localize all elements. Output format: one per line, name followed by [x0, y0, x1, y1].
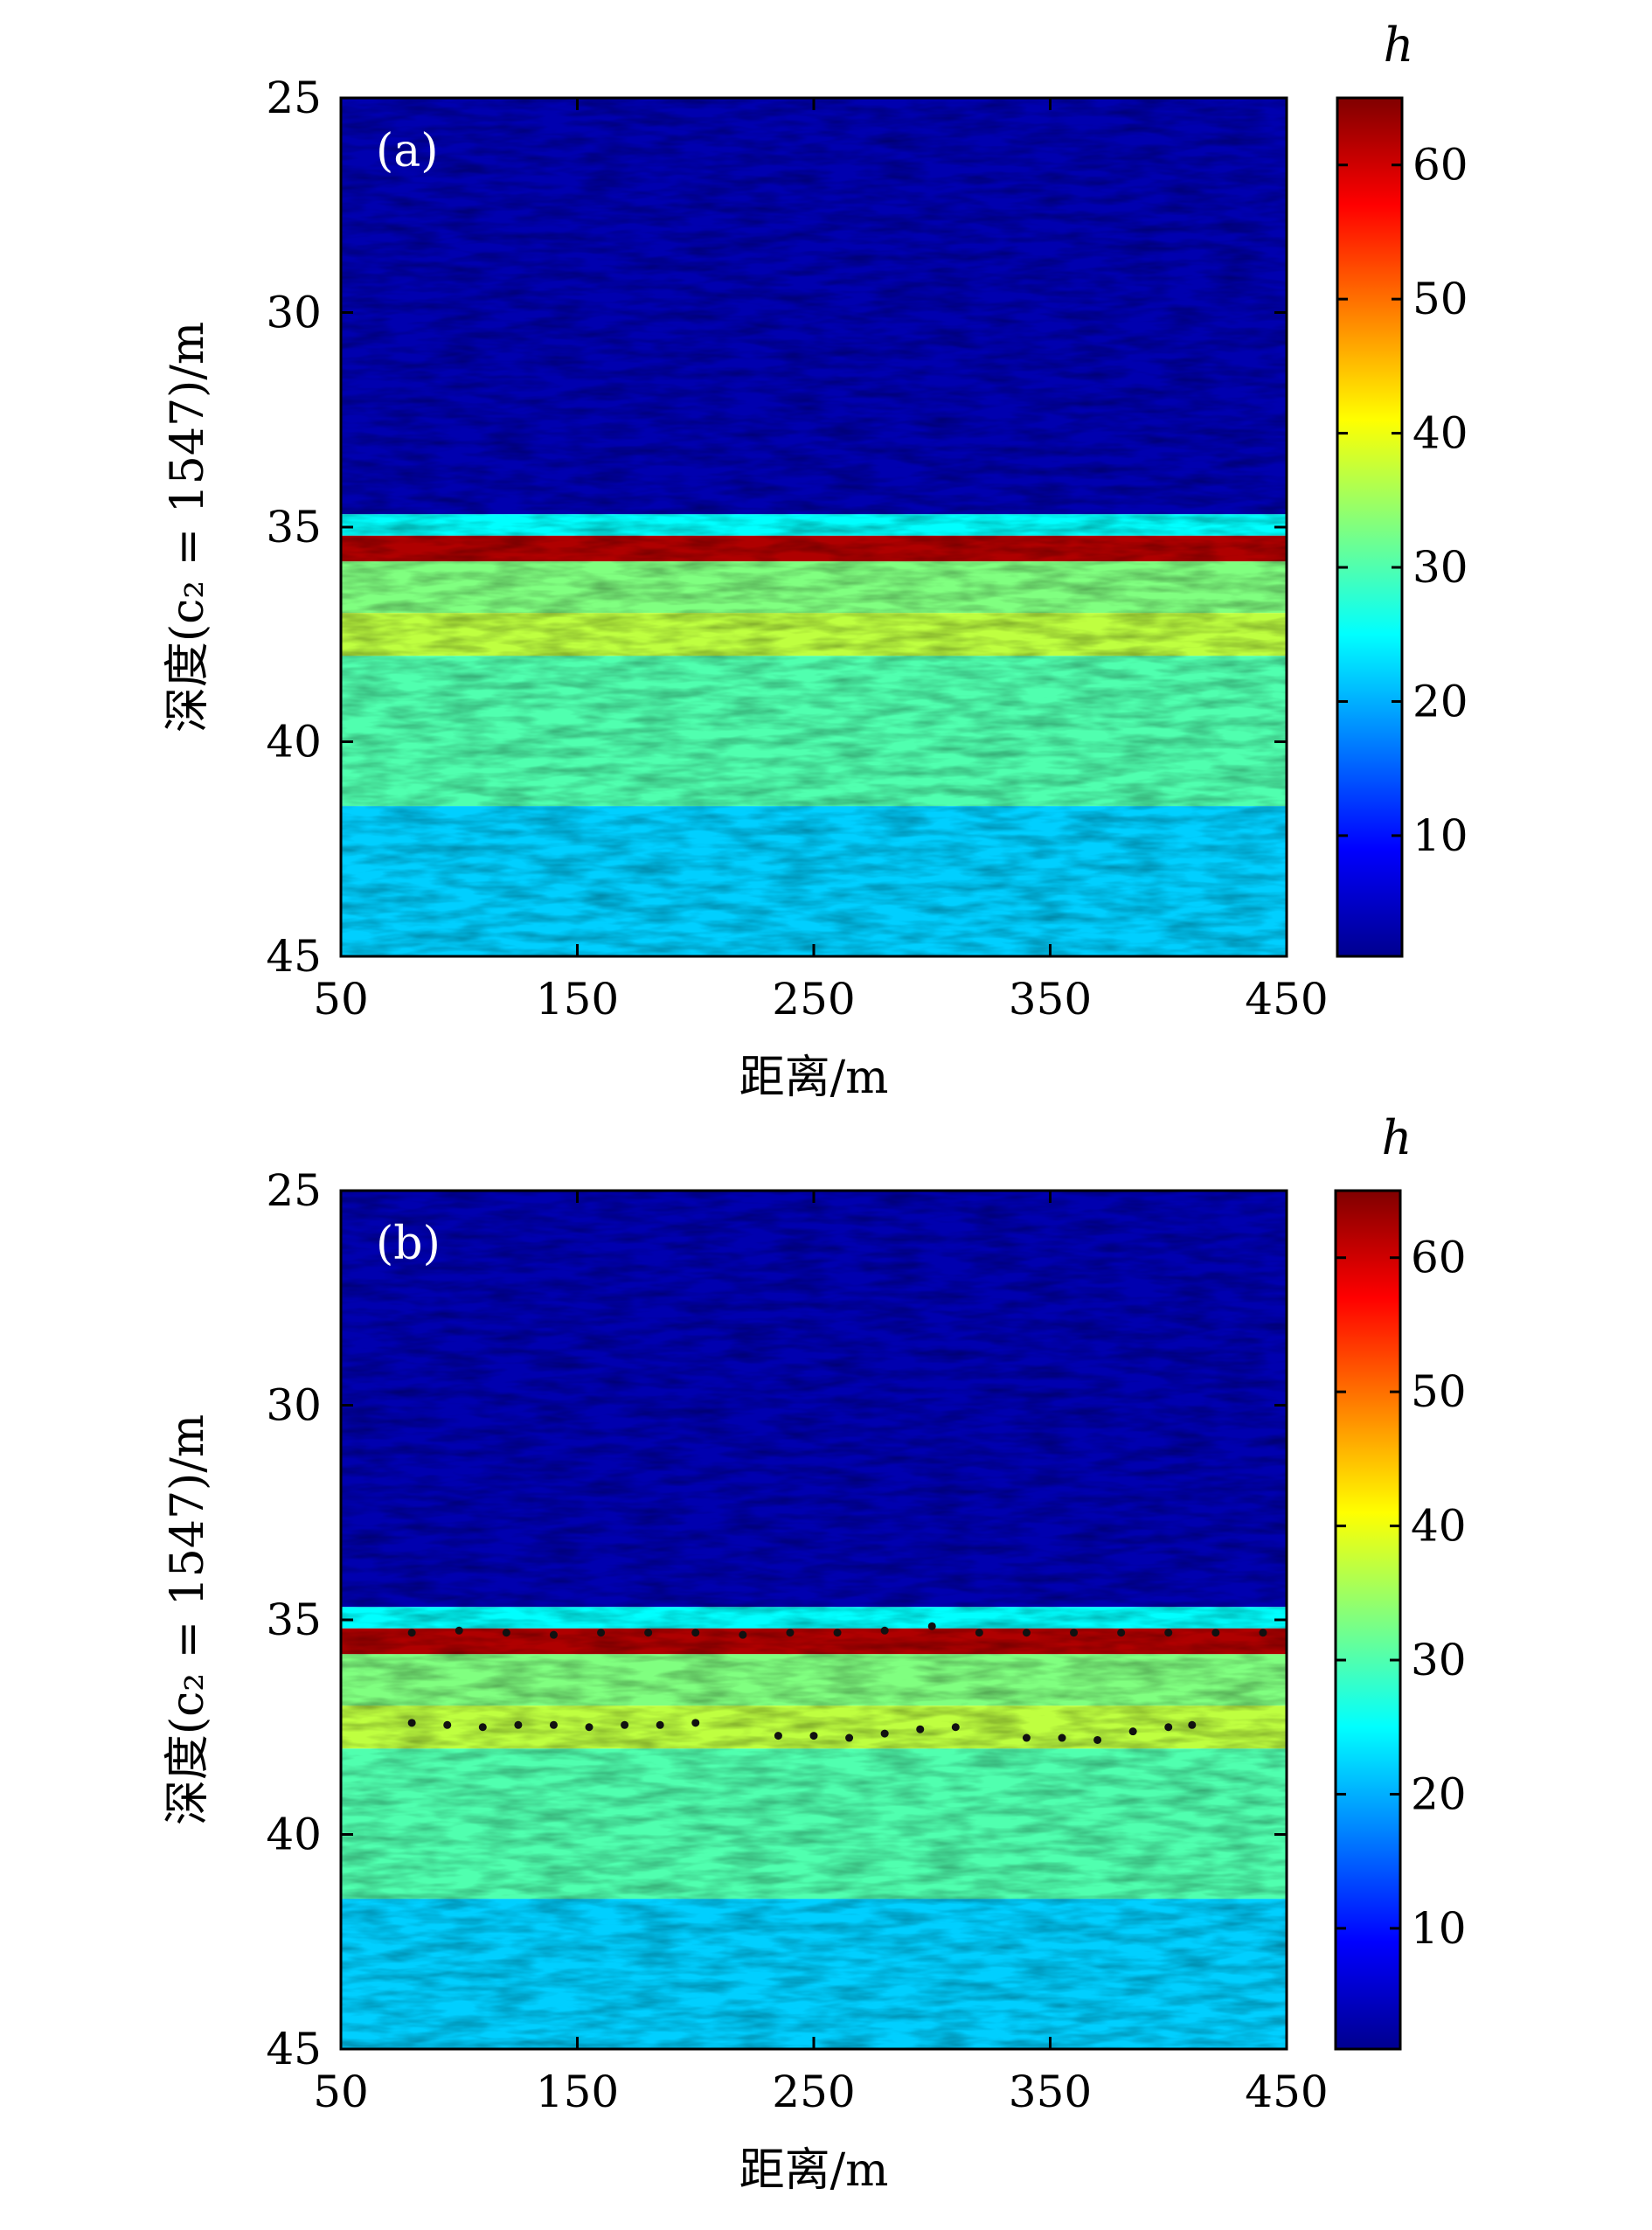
- picked-point: [656, 1720, 664, 1729]
- picked-point: [774, 1732, 782, 1740]
- colorbar-a: [1336, 96, 1404, 958]
- picked-point: [691, 1629, 700, 1637]
- picked-point: [549, 1720, 558, 1729]
- colorbar-tick-label: 50: [1411, 1366, 1467, 1417]
- picked-point: [1058, 1733, 1066, 1742]
- x-tick-label: 350: [1009, 974, 1092, 1025]
- colorbar-tick-label: 30: [1413, 542, 1468, 593]
- picked-point: [1093, 1735, 1102, 1744]
- panel-a: (a) 50 150 250 350 450 25 30 35 40 45 距离…: [162, 17, 1468, 1104]
- colorbar-b: [1334, 1189, 1402, 2051]
- x-tick-label: 50: [313, 974, 369, 1025]
- picked-point: [585, 1723, 593, 1732]
- colorbar-tick-label: 40: [1411, 1501, 1467, 1552]
- colorbar-tick-label: 10: [1411, 1903, 1467, 1954]
- y-axis-a: 25 30 35 40 45: [266, 73, 322, 982]
- picked-point: [407, 1629, 416, 1637]
- picked-point: [597, 1629, 606, 1637]
- y-tick-label: 35: [266, 1594, 322, 1645]
- picked-point: [739, 1630, 747, 1639]
- y-axis-label-a: 深度(c₂ = 1547)/m: [162, 322, 214, 733]
- picked-point: [443, 1720, 452, 1729]
- colorbar-tick-label: 60: [1411, 1233, 1467, 1283]
- picked-point: [549, 1630, 558, 1639]
- colorbar-ticks-a: 10 20 30 40 50 60: [1413, 140, 1468, 861]
- x-tick-label: 450: [1245, 2067, 1328, 2117]
- colorbar-tick-label: 60: [1413, 140, 1468, 191]
- picked-point: [1211, 1629, 1220, 1637]
- y-axis-label-b: 深度(c₂ = 1547)/m: [162, 1414, 214, 1825]
- picked-point: [786, 1629, 795, 1637]
- picked-point: [1128, 1727, 1137, 1736]
- picked-point: [833, 1629, 842, 1637]
- x-tick-label: 350: [1009, 2067, 1092, 2117]
- y-tick-label: 45: [266, 931, 322, 982]
- picked-point: [880, 1729, 889, 1738]
- heatmap-b: [341, 1191, 1287, 2049]
- y-tick-label: 25: [266, 73, 322, 123]
- y-tick-label: 45: [266, 2024, 322, 2074]
- picked-point: [809, 1732, 818, 1740]
- picked-point: [1259, 1629, 1267, 1637]
- picked-point: [644, 1629, 653, 1637]
- picked-point: [1022, 1733, 1031, 1742]
- x-tick-label: 150: [536, 974, 619, 1025]
- colorbar-tick-label: 10: [1413, 810, 1468, 861]
- x-tick-label: 150: [536, 2067, 619, 2117]
- y-tick-label: 30: [266, 1380, 322, 1431]
- picked-point: [916, 1725, 925, 1733]
- picked-point: [455, 1626, 463, 1635]
- y-tick-label: 30: [266, 288, 322, 338]
- colorbar-ticks-b: 10 20 30 40 50 60: [1411, 1233, 1467, 1954]
- picked-point: [1022, 1629, 1031, 1637]
- picked-point: [407, 1719, 416, 1727]
- picked-point: [880, 1626, 889, 1635]
- picked-point: [621, 1720, 629, 1729]
- colorbar-tick-label: 50: [1413, 274, 1468, 324]
- x-tick-label: 250: [772, 2067, 855, 2117]
- x-axis-a: 50 150 250 350 450: [313, 974, 1329, 1025]
- picked-point: [1164, 1723, 1173, 1732]
- panel-label-a: (a): [376, 125, 439, 177]
- picked-point: [514, 1720, 523, 1729]
- y-tick-label: 40: [266, 717, 322, 768]
- x-tick-label: 450: [1245, 974, 1328, 1025]
- colorbar-label-a: h: [1384, 17, 1414, 73]
- picked-point: [478, 1723, 487, 1732]
- picked-point: [1164, 1629, 1173, 1637]
- picked-point: [845, 1733, 854, 1742]
- picked-point: [1070, 1629, 1079, 1637]
- y-axis-b: 25 30 35 40 45: [266, 1165, 322, 2074]
- y-tick-label: 40: [266, 1810, 322, 1860]
- picked-point: [975, 1629, 983, 1637]
- colorbar-tick-label: 30: [1411, 1635, 1467, 1685]
- colorbar-label-b: h: [1382, 1110, 1413, 1165]
- picked-point: [1188, 1720, 1197, 1729]
- picked-point: [951, 1723, 960, 1732]
- picked-point: [502, 1629, 510, 1637]
- x-axis-b: 50 150 250 350 450: [313, 2067, 1329, 2117]
- panel-b: (b) 50 150 250 350 450 25 30 35 40 45 距离…: [162, 1110, 1467, 2197]
- heatmap-texture: [341, 98, 1287, 956]
- picked-points-b: [407, 1622, 1267, 1744]
- colorbar-tick-label: 20: [1411, 1768, 1467, 1819]
- colorbar-tick-label: 20: [1413, 676, 1468, 726]
- heatmap-a: [341, 98, 1287, 956]
- x-tick-label: 250: [772, 974, 855, 1025]
- y-tick-label: 25: [266, 1165, 322, 1216]
- x-axis-label-a: 距离/m: [739, 1052, 889, 1104]
- picked-point: [1117, 1629, 1126, 1637]
- x-axis-label-b: 距离/m: [739, 2144, 889, 2197]
- colorbar-tick-label: 40: [1413, 408, 1468, 459]
- y-tick-label: 35: [266, 502, 322, 552]
- picked-point: [927, 1622, 936, 1630]
- panel-label-b: (b): [376, 1218, 441, 1270]
- x-tick-label: 50: [313, 2067, 369, 2117]
- picked-point: [691, 1719, 700, 1727]
- heatmap-texture: [341, 1191, 1287, 2049]
